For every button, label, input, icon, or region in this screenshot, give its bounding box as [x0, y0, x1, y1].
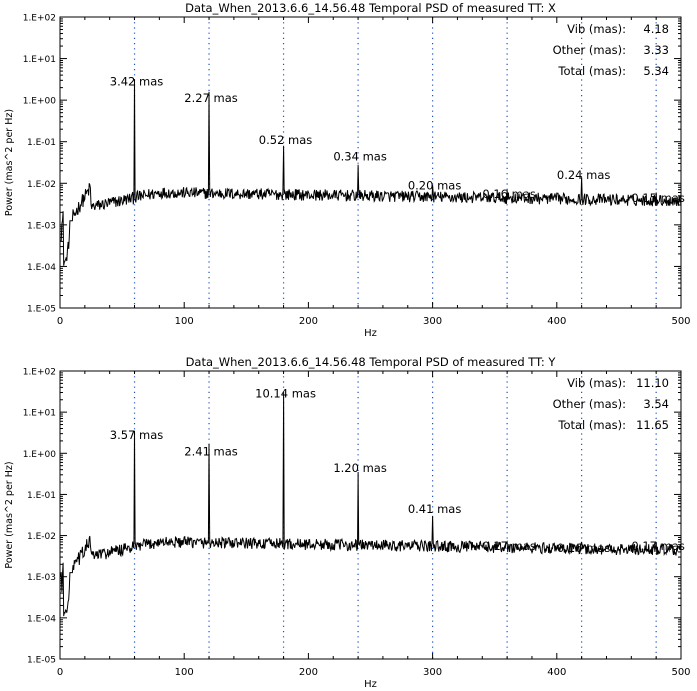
legend-label: Total (mas): [557, 418, 626, 432]
peak-label: 10.14 mas [255, 387, 316, 401]
y-tick-label: 1.E-02 [27, 532, 56, 542]
peak-label: 0.16 mas [482, 187, 536, 201]
peak-label: 0.41 mas [408, 502, 462, 516]
legend-label: Vib (mas): [567, 22, 626, 36]
y-tick-label: 1.E-02 [27, 180, 56, 190]
x-tick-label: 100 [175, 667, 194, 678]
legend-label: Total (mas): [557, 64, 626, 78]
peak-label: 2.41 mas [184, 444, 238, 458]
y-axis-label: Power (mas^2 per Hz) [4, 461, 15, 568]
peak-label: 0.16 mas [557, 541, 611, 555]
legend-label: Other (mas): [553, 397, 626, 411]
y-tick-label: 1.E+00 [23, 450, 57, 460]
x-axis-label: Hz [364, 679, 377, 690]
x-tick-label: 0 [57, 316, 63, 327]
x-tick-label: 500 [671, 316, 690, 327]
peak-label: 2.27 mas [184, 91, 238, 105]
psd-panel-y: Data_When_2013.6.6_14.56.48 Temporal PSD… [4, 355, 691, 690]
y-axis-label: Power (mas^2 per Hz) [4, 109, 15, 216]
plot-frame [59, 16, 682, 309]
peak-label: 0.24 mas [557, 168, 611, 182]
peak-label: 0.17 mas [631, 539, 685, 553]
y-tick-label: 1.E-05 [27, 305, 56, 315]
chart-title: Data_When_2013.6.6_14.56.48 Temporal PSD… [186, 355, 557, 369]
peak-label: 0.15 mas [631, 191, 685, 205]
y-tick-label: 1.E-01 [27, 138, 56, 148]
peak-label: 0.17 mas [482, 539, 536, 553]
x-axis-label: Hz [364, 328, 377, 339]
y-tick-label: 1.E+02 [23, 368, 56, 378]
legend-value: 3.54 [643, 397, 669, 411]
y-tick-label: 1.E-04 [27, 614, 56, 624]
peak-label: 1.20 mas [333, 461, 387, 475]
x-tick-label: 300 [423, 316, 442, 327]
x-tick-label: 400 [547, 667, 566, 678]
x-tick-label: 500 [671, 667, 690, 678]
peak-label: 3.42 mas [110, 75, 164, 89]
x-tick-label: 0 [57, 667, 63, 678]
legend-value: 5.34 [643, 64, 669, 78]
psd-panel-x: Data_When_2013.6.6_14.56.48 Temporal PSD… [4, 1, 691, 339]
psd-trace [60, 79, 682, 266]
y-tick-label: 1.E+02 [23, 14, 56, 24]
legend-value: 11.10 [636, 376, 669, 390]
y-tick-label: 1.E-03 [27, 573, 56, 583]
y-tick-label: 1.E-01 [27, 491, 56, 501]
legend-value: 4.18 [643, 22, 669, 36]
y-tick-label: 1.E+01 [23, 55, 56, 65]
y-tick-label: 1.E+00 [23, 97, 57, 107]
x-tick-label: 200 [299, 316, 318, 327]
y-tick-label: 1.E-05 [27, 656, 56, 666]
psd-trace [60, 392, 682, 617]
x-tick-label: 300 [423, 667, 442, 678]
legend-label: Other (mas): [553, 43, 626, 57]
legend-value: 11.65 [636, 418, 669, 432]
peak-label: 0.52 mas [259, 133, 313, 147]
x-tick-label: 200 [299, 667, 318, 678]
peak-label: 0.20 mas [408, 179, 462, 193]
x-tick-label: 400 [547, 316, 566, 327]
y-tick-label: 1.E+01 [23, 409, 56, 419]
legend-label: Vib (mas): [567, 376, 626, 390]
plot-frame [59, 370, 682, 660]
peak-label: 0.34 mas [333, 149, 387, 163]
x-tick-label: 100 [175, 316, 194, 327]
legend-value: 3.33 [643, 43, 669, 57]
peak-label: 3.57 mas [110, 428, 164, 442]
chart-title: Data_When_2013.6.6_14.56.48 Temporal PSD… [185, 1, 556, 15]
y-tick-label: 1.E-03 [27, 221, 56, 231]
y-tick-label: 1.E-04 [27, 263, 56, 273]
